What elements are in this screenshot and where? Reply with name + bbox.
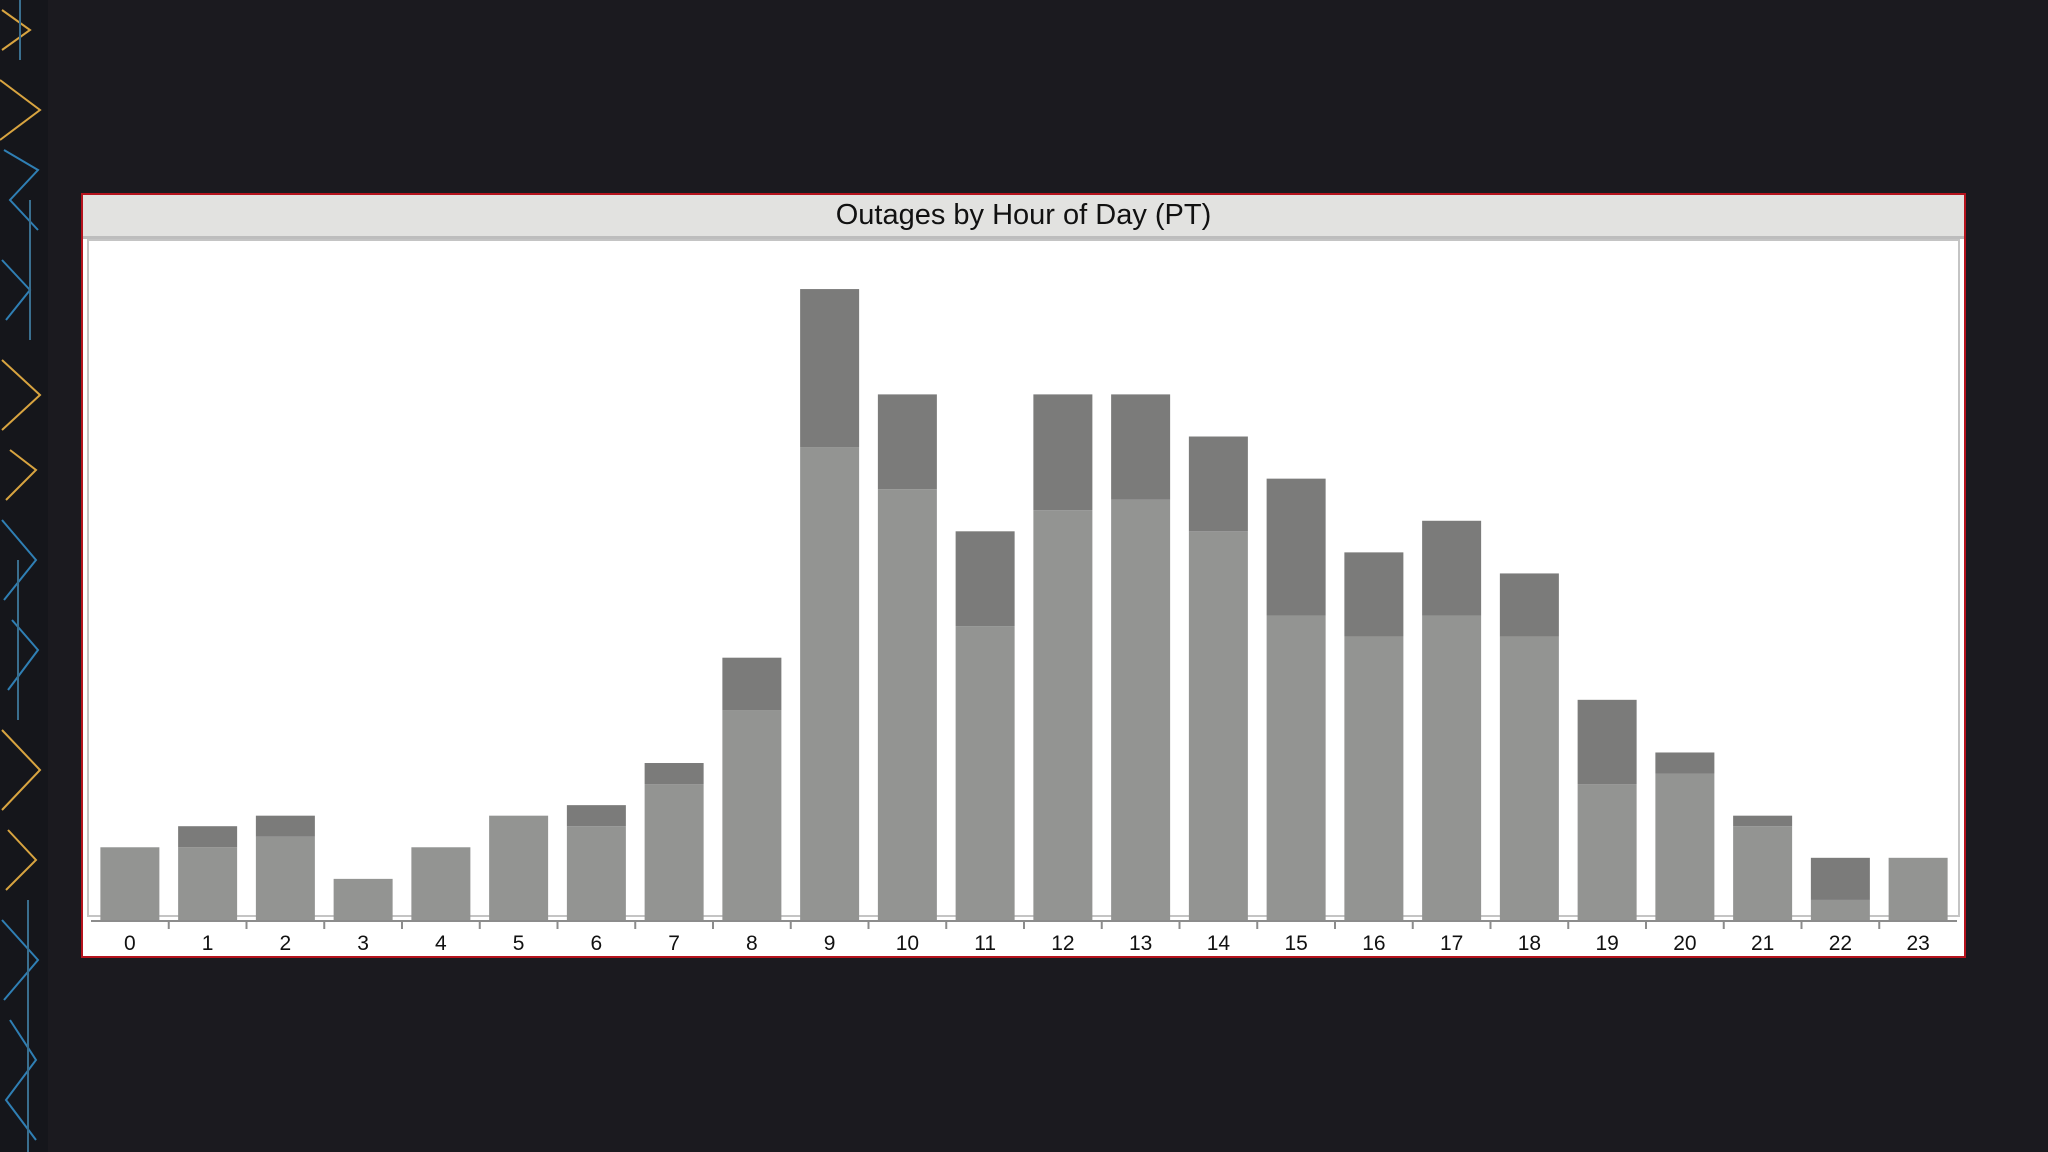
- bar-hour-6-top: [567, 805, 626, 826]
- x-tick-label: 19: [1595, 932, 1618, 955]
- bar-hour-13-base: [1111, 500, 1170, 921]
- bar-hour-19-base: [1578, 784, 1637, 921]
- bar-hour-23-base: [1889, 858, 1948, 921]
- bar-hour-16-top: [1344, 552, 1403, 636]
- x-tick-label: 15: [1284, 932, 1307, 955]
- x-tick-label: 22: [1829, 932, 1852, 955]
- bar-hour-11-top: [956, 531, 1015, 626]
- x-tick-label: 0: [124, 932, 136, 955]
- bar-hour-12-base: [1033, 510, 1092, 921]
- x-tick-label: 2: [280, 932, 292, 955]
- x-tick-label: 14: [1207, 932, 1231, 955]
- bar-hour-14-top: [1189, 437, 1248, 532]
- x-tick-label: 16: [1362, 932, 1385, 955]
- x-tick-label: 4: [435, 932, 447, 955]
- x-tick-label: 8: [746, 932, 758, 955]
- x-tick-label: 23: [1906, 932, 1929, 955]
- bar-hour-4-base: [411, 847, 470, 921]
- bars-layer: [100, 289, 1947, 921]
- x-tick-label: 5: [513, 932, 525, 955]
- x-tick-label: 21: [1751, 932, 1774, 955]
- bar-hour-22-top: [1811, 858, 1870, 900]
- x-tick-label: 10: [896, 932, 919, 955]
- bar-hour-17-base: [1422, 616, 1481, 921]
- bar-hour-20-top: [1655, 752, 1714, 773]
- x-tick-label: 13: [1129, 932, 1152, 955]
- bar-hour-13-top: [1111, 394, 1170, 499]
- x-tick-label: 20: [1673, 932, 1696, 955]
- bar-hour-10-base: [878, 489, 937, 921]
- bar-chart: 0 1 2 3 4 5 6 7 8 9 10 11 12 13 14 15 16 17 18 19 20 21 22 23: [83, 195, 1964, 956]
- bar-hour-22-base: [1811, 900, 1870, 921]
- bar-hour-18-base: [1500, 637, 1559, 921]
- bar-hour-0-base: [100, 847, 159, 921]
- bar-hour-3-base: [334, 879, 393, 921]
- x-tick-label: 17: [1440, 932, 1463, 955]
- bar-hour-14-base: [1189, 531, 1248, 921]
- x-tick-label: 1: [202, 932, 214, 955]
- x-tick-label: 11: [974, 932, 996, 955]
- x-tick-label: 6: [591, 932, 603, 955]
- x-tick-label: 12: [1051, 932, 1074, 955]
- bar-hour-1-base: [178, 847, 237, 921]
- bar-hour-16-base: [1344, 637, 1403, 921]
- bar-hour-2-top: [256, 816, 315, 837]
- bar-hour-11-base: [956, 626, 1015, 921]
- decorative-circuit-pattern: [0, 0, 48, 1152]
- bar-hour-21-base: [1733, 826, 1792, 921]
- bar-hour-8-base: [722, 710, 781, 921]
- x-axis: 0 1 2 3 4 5 6 7 8 9 10 11 12 13 14 15 16 17 18 19 20 21 22 23: [91, 921, 1957, 955]
- chart-panel: Outages by Hour of Day (PT) 0 1 2 3 4 5 6 7 8 9 10…: [81, 193, 1966, 958]
- bar-hour-6-base: [567, 826, 626, 921]
- bar-hour-12-top: [1033, 394, 1092, 510]
- x-tick-label: 3: [357, 932, 369, 955]
- bar-hour-7-base: [645, 784, 704, 921]
- bar-hour-15-base: [1267, 616, 1326, 921]
- bar-hour-9-top: [800, 289, 859, 447]
- bar-hour-19-top: [1578, 700, 1637, 784]
- bar-hour-17-top: [1422, 521, 1481, 616]
- x-tick-label: 18: [1518, 932, 1541, 955]
- bar-hour-2-base: [256, 837, 315, 921]
- bar-hour-21-top: [1733, 816, 1792, 827]
- bar-hour-7-top: [645, 763, 704, 784]
- bar-hour-15-top: [1267, 479, 1326, 616]
- bar-hour-20-base: [1655, 774, 1714, 921]
- x-tick-label: 7: [668, 932, 680, 955]
- bar-hour-1-top: [178, 826, 237, 847]
- bar-hour-8-top: [722, 658, 781, 711]
- x-tick-label: 9: [824, 932, 836, 955]
- bar-hour-10-top: [878, 394, 937, 489]
- bar-hour-5-base: [489, 816, 548, 921]
- bar-hour-18-top: [1500, 573, 1559, 636]
- bar-hour-9-base: [800, 447, 859, 921]
